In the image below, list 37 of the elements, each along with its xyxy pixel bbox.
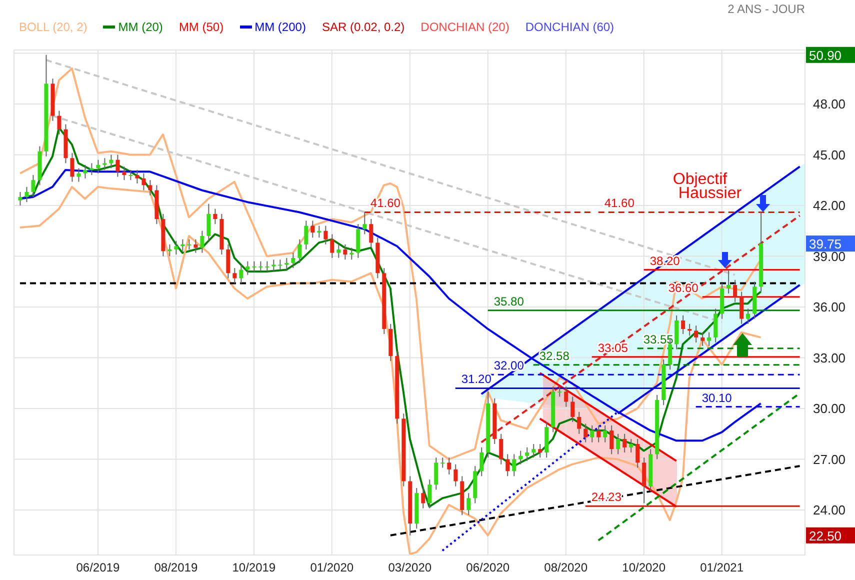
y-tick-label: 48.00 [813, 96, 846, 112]
text: 22.50 [809, 528, 842, 544]
legend-label: MM (20) [118, 20, 163, 34]
series-label: 33.55 [643, 332, 674, 346]
text: SAR (0.02, 0.2) [322, 20, 405, 34]
y-tick-label: 33.00 [813, 350, 846, 366]
series-label: 32.58 [539, 348, 570, 363]
x-tick-label: 01/2020 [310, 560, 354, 575]
series-label: 41.60 [604, 196, 635, 210]
y-tick-label: 24.00 [813, 502, 846, 518]
x-tick-label: 06/2019 [76, 560, 120, 575]
text: BOLL (20, 2) [19, 20, 88, 34]
series-label: 31.20 [461, 372, 492, 386]
x-tick-label: 03/2020 [388, 560, 432, 575]
text: MM (50) [178, 20, 224, 34]
y-tick-label: 36.00 [813, 300, 846, 315]
x-tick-label: 10/2020 [622, 560, 666, 575]
x-tick-label: 10/2019 [232, 560, 276, 575]
y-tick-label: 30.00 [813, 401, 846, 416]
text: DONCHIAN (20) [420, 20, 510, 34]
y-tick-label: 27.00 [813, 452, 846, 467]
series-label: 35.80 [494, 294, 524, 308]
y-tick-label: 42.00 [813, 198, 846, 214]
y-tick-label: 45.00 [813, 147, 846, 162]
legend-label: MM (200) [254, 20, 306, 34]
text: 50.90 [809, 48, 842, 63]
x-tick-label: 08/2020 [544, 560, 588, 575]
series-label: 30.10 [702, 390, 732, 405]
x-tick-label: 08/2019 [154, 560, 198, 575]
series-label: 36.60 [668, 280, 699, 295]
x-tick-label: 01/2021 [700, 560, 744, 575]
series-label: 33.05 [598, 340, 628, 355]
annotation: Objectif Haussier [672, 171, 742, 202]
series-label: 41.60 [370, 196, 401, 210]
chart-subtitle: 2 ANS - JOUR [728, 2, 805, 16]
text: DONCHIAN (60) [525, 20, 614, 34]
x-tick-label: 06/2020 [466, 560, 510, 575]
